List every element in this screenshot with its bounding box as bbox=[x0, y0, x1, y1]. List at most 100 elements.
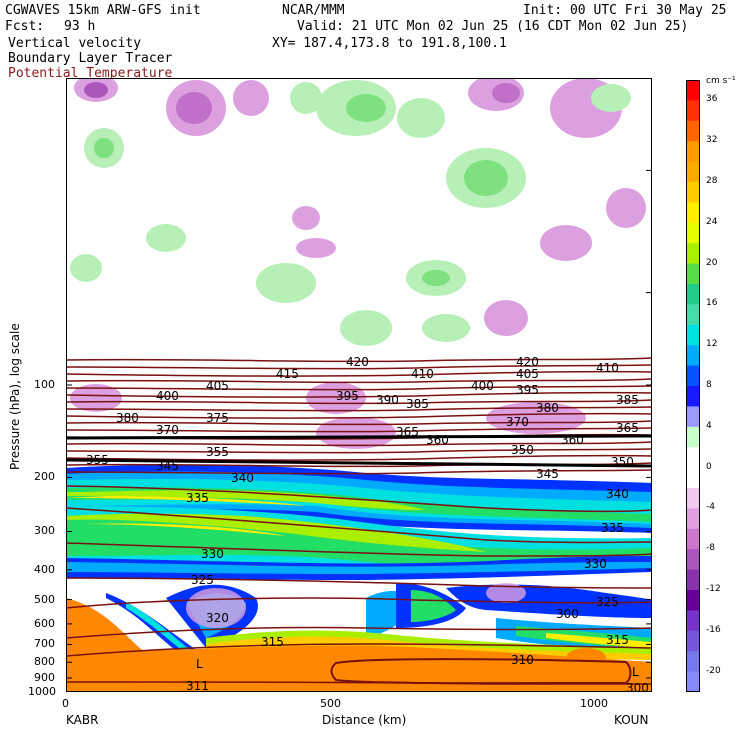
colorbar-swatch bbox=[686, 182, 700, 203]
theta-line bbox=[66, 597, 652, 609]
field-vertical-velocity: Vertical velocity bbox=[8, 36, 142, 51]
y-tick-100: 100 bbox=[34, 378, 55, 391]
colorbar-swatch bbox=[686, 284, 700, 305]
theta-label: 370 bbox=[506, 415, 529, 429]
theta-label: 380 bbox=[116, 411, 139, 425]
colorbar-swatch bbox=[686, 569, 700, 591]
colorbar-swatch bbox=[686, 549, 700, 571]
theta-label: 345 bbox=[536, 467, 559, 481]
colorbar-swatch bbox=[686, 304, 700, 326]
model-title: CGWAVES 15km ARW-GFS init bbox=[5, 3, 201, 18]
colorbar-swatch bbox=[686, 671, 700, 692]
theta-line bbox=[66, 412, 652, 419]
colorbar-swatch bbox=[686, 120, 700, 142]
colorbar-label: -20 bbox=[706, 665, 721, 676]
theta-label: 405 bbox=[206, 379, 229, 393]
y-tick-400: 400 bbox=[34, 562, 55, 576]
theta-label: 385 bbox=[406, 397, 429, 411]
theta-label: 410 bbox=[411, 367, 434, 381]
colorbar-swatch bbox=[686, 447, 700, 469]
theta-line bbox=[66, 427, 652, 433]
theta-label: 340 bbox=[231, 471, 254, 485]
theta-label: 400 bbox=[156, 389, 179, 403]
theta-label: 390 bbox=[376, 393, 399, 407]
theta-line bbox=[66, 357, 652, 363]
theta-line bbox=[66, 643, 652, 657]
colorbar-label: 24 bbox=[706, 216, 718, 227]
theta-label: 365 bbox=[396, 425, 419, 439]
theta-line bbox=[66, 577, 652, 589]
theta-label-layer: 420 420 415 410 410 405 405 400 400 395 395 390 385 3… bbox=[86, 355, 649, 692]
theta-label: 400 bbox=[471, 379, 494, 393]
colorbar-swatch bbox=[686, 651, 700, 673]
theta-label: 315 bbox=[606, 633, 629, 647]
theta-label: 395 bbox=[516, 383, 539, 397]
colorbar-swatch bbox=[686, 263, 700, 285]
cross-section-plot: 420 420 415 410 410 405 405 400 400 395 395 390 385 3… bbox=[66, 78, 652, 692]
theta-line bbox=[66, 420, 652, 426]
colorbar-swatch bbox=[686, 100, 700, 122]
theta-line bbox=[66, 448, 652, 454]
x-left-station: KABR bbox=[66, 713, 99, 727]
theta-line bbox=[66, 406, 652, 412]
theta-label: 355 bbox=[86, 453, 109, 467]
field-boundary-layer-tracer: Boundary Layer Tracer bbox=[8, 51, 173, 66]
theta-label: 350 bbox=[511, 443, 534, 457]
colorbar-label: -16 bbox=[706, 624, 721, 635]
theta-label: 415 bbox=[276, 367, 299, 381]
y-tick-900: 900 bbox=[34, 670, 55, 684]
theta-line bbox=[66, 507, 652, 544]
theta-label: 335 bbox=[186, 491, 209, 505]
theta-line bbox=[66, 485, 652, 513]
theta-line bbox=[66, 399, 652, 405]
theta-label: 310 bbox=[511, 653, 534, 667]
y-tick-1000: 1000 bbox=[28, 685, 56, 698]
colorbar-swatch bbox=[686, 345, 700, 367]
x-right-station: KOUN bbox=[614, 713, 649, 727]
colorbar-swatch bbox=[686, 243, 700, 265]
theta-label: 410 bbox=[596, 361, 619, 375]
theta-label: 355 bbox=[206, 445, 229, 459]
org-label: NCAR/MMM bbox=[282, 3, 345, 18]
colorbar-swatch bbox=[686, 467, 700, 489]
y-axis-label: Pressure (hPa), log scale bbox=[8, 323, 22, 470]
colorbar-swatch bbox=[686, 406, 700, 428]
field-potential-temperature: Potential Temperature bbox=[8, 66, 173, 81]
theta-label: 325 bbox=[596, 595, 619, 609]
tracer-band-lower bbox=[66, 583, 652, 692]
theta-label: 375 bbox=[206, 411, 229, 425]
theta-label: 300 bbox=[626, 681, 649, 692]
colorbar-swatch bbox=[686, 426, 700, 448]
theta-line bbox=[66, 391, 652, 398]
colorbar-swatch bbox=[686, 202, 700, 224]
theta-line bbox=[66, 441, 652, 447]
colorbar-units: cm s⁻¹ bbox=[706, 76, 736, 86]
y-tick-600: 600 bbox=[34, 616, 55, 630]
colorbar-frame bbox=[686, 80, 700, 692]
closed-isentrope bbox=[330, 658, 632, 685]
colorbar-swatch bbox=[686, 386, 700, 407]
y-tick-300: 300 bbox=[34, 524, 55, 538]
theta-label: 350 bbox=[611, 455, 634, 469]
x-axis-label: Distance (km) bbox=[322, 713, 407, 727]
colorbar-swatch bbox=[686, 508, 700, 530]
y-tick-800: 800 bbox=[34, 655, 55, 669]
bold-isentrope-2 bbox=[66, 458, 652, 468]
valid-time: Valid: 21 UTC Mon 02 Jun 25 (16 CDT Mon … bbox=[297, 19, 689, 34]
theta-line bbox=[66, 542, 652, 557]
theta-label: 330 bbox=[584, 557, 607, 571]
xy-range: XY= 187.4,173.8 to 191.8,100.1 bbox=[272, 36, 507, 51]
colorbar-swatch bbox=[686, 590, 700, 611]
y-tick-700: 700 bbox=[34, 637, 55, 651]
theta-label: 340 bbox=[606, 487, 629, 501]
colorbar bbox=[686, 80, 700, 692]
theta-line bbox=[66, 370, 652, 377]
init-time: Init: 00 UTC Fri 30 May 25 bbox=[523, 3, 727, 18]
theta-label: 380 bbox=[536, 401, 559, 415]
x-tick-1000: 1000 bbox=[580, 697, 608, 710]
theta-line bbox=[66, 626, 652, 639]
bold-isentrope bbox=[66, 434, 652, 440]
colorbar-swatch bbox=[686, 324, 700, 346]
theta-line bbox=[66, 385, 652, 391]
colorbar-label: -12 bbox=[706, 584, 721, 594]
